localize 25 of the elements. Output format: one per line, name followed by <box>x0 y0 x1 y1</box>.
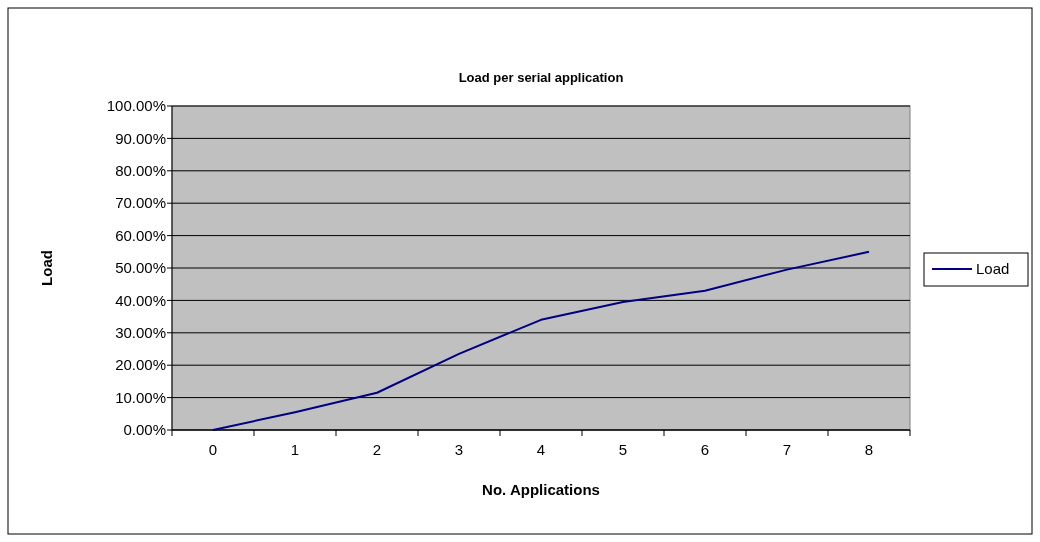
line-series <box>212 250 870 431</box>
y-tick-label: 10.00% <box>115 388 166 406</box>
y-tick-label: 100.00% <box>106 97 166 115</box>
y-tick-label: 30.00% <box>115 324 166 342</box>
x-tick-label: 3 <box>454 441 464 458</box>
x-tick-label: 8 <box>864 441 874 458</box>
x-tick-label: 6 <box>700 441 710 458</box>
x-tick-label: 2 <box>372 441 382 458</box>
legend-label: Load <box>976 260 1010 278</box>
y-tick-label: 90.00% <box>115 129 166 147</box>
x-tick-label: 5 <box>618 441 628 458</box>
x-tick-label: 1 <box>290 441 300 458</box>
x-axis-title: No. Applications <box>482 481 600 498</box>
y-axis-title: Load <box>38 250 55 286</box>
y-tick-label: 50.00% <box>115 259 166 277</box>
x-tick-label: 0 <box>208 441 218 458</box>
y-tick-label: 20.00% <box>115 356 166 374</box>
x-tick-label: 7 <box>782 441 792 458</box>
y-tick-label: 60.00% <box>115 226 166 244</box>
x-tick-label: 4 <box>536 441 546 458</box>
y-tick-label: 0.00% <box>123 421 166 439</box>
chart-title: Load per serial application <box>458 70 624 85</box>
y-tick-label: 70.00% <box>115 194 166 212</box>
y-tick-label: 40.00% <box>115 291 166 309</box>
y-tick-label: 80.00% <box>115 162 166 180</box>
